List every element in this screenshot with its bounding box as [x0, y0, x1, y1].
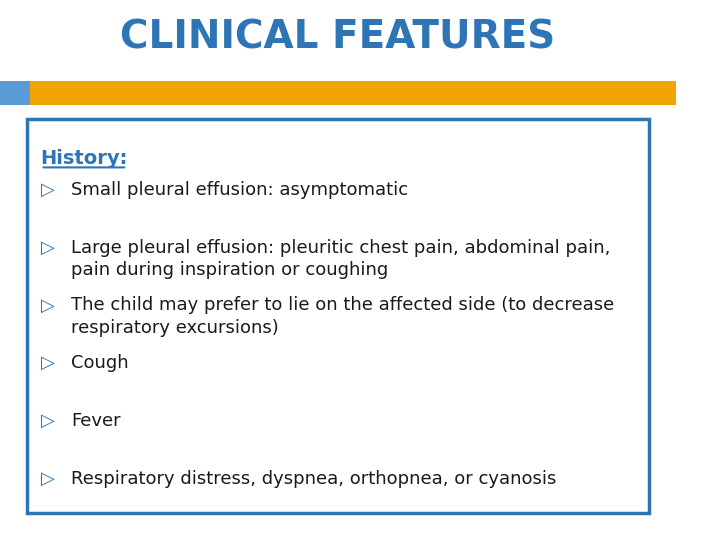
Text: Fever: Fever [71, 412, 121, 430]
Text: The child may prefer to lie on the affected side (to decrease
respiratory excurs: The child may prefer to lie on the affec… [71, 296, 614, 336]
Text: Respiratory distress, dyspnea, orthopnea, or cyanosis: Respiratory distress, dyspnea, orthopnea… [71, 470, 557, 488]
FancyBboxPatch shape [30, 81, 676, 105]
Text: History:: History: [40, 148, 128, 167]
Text: ▷: ▷ [40, 181, 55, 199]
Text: ▷: ▷ [40, 412, 55, 430]
Text: Large pleural effusion: pleuritic chest pain, abdominal pain,
pain during inspir: Large pleural effusion: pleuritic chest … [71, 239, 611, 279]
FancyBboxPatch shape [27, 119, 649, 513]
Text: Small pleural effusion: asymptomatic: Small pleural effusion: asymptomatic [71, 181, 408, 199]
Text: ▷: ▷ [40, 470, 55, 488]
Text: Cough: Cough [71, 354, 129, 372]
Text: ▷: ▷ [40, 354, 55, 372]
Text: CLINICAL FEATURES: CLINICAL FEATURES [120, 19, 556, 57]
Text: ▷: ▷ [40, 239, 55, 256]
Text: ▷: ▷ [40, 296, 55, 314]
FancyBboxPatch shape [0, 81, 30, 105]
